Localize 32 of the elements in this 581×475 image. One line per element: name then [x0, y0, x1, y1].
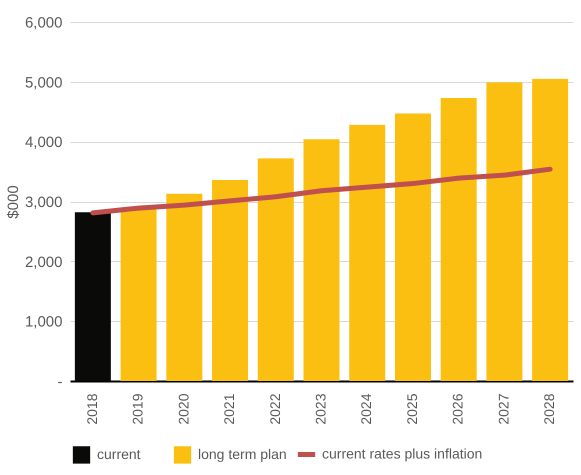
bar — [120, 208, 157, 381]
x-tick-label: 2018 — [84, 393, 100, 425]
y-axis-title: $000 — [4, 185, 22, 219]
x-tick-label: 2027 — [495, 393, 512, 425]
y-tick-label: 3,000 — [24, 194, 62, 211]
x-tick-label: 2024 — [358, 393, 374, 425]
x-tick-label: 2028 — [541, 393, 558, 425]
bar — [349, 124, 386, 381]
bar — [440, 98, 477, 381]
y-tick-label: 1,000 — [24, 314, 62, 331]
y-tick-label: 6,000 — [24, 14, 62, 32]
legend-label: long term plan — [198, 446, 287, 462]
bar — [212, 180, 248, 381]
bar — [304, 139, 340, 381]
x-tick-label: 2021 — [221, 393, 238, 425]
bar — [394, 114, 431, 381]
legend-label: current — [97, 446, 141, 462]
x-tick-label: 2023 — [312, 393, 328, 425]
y-tick-label: 2,000 — [24, 254, 62, 271]
bar — [486, 82, 522, 381]
y-tick-label: 4,000 — [24, 134, 62, 152]
bar — [258, 158, 294, 381]
x-tick-label: 2025 — [404, 393, 420, 425]
y-tick-label: 5,000 — [24, 74, 62, 92]
bar — [166, 194, 202, 381]
bar — [532, 78, 568, 381]
x-tick-label: 2026 — [450, 393, 466, 425]
x-tick-label: 2022 — [266, 393, 283, 425]
y-tick-label: - — [58, 374, 62, 390]
legend-label: current rates plus inflation — [322, 446, 482, 462]
x-tick-label: 2020 — [175, 393, 192, 425]
x-tick-label: 2019 — [130, 393, 146, 425]
